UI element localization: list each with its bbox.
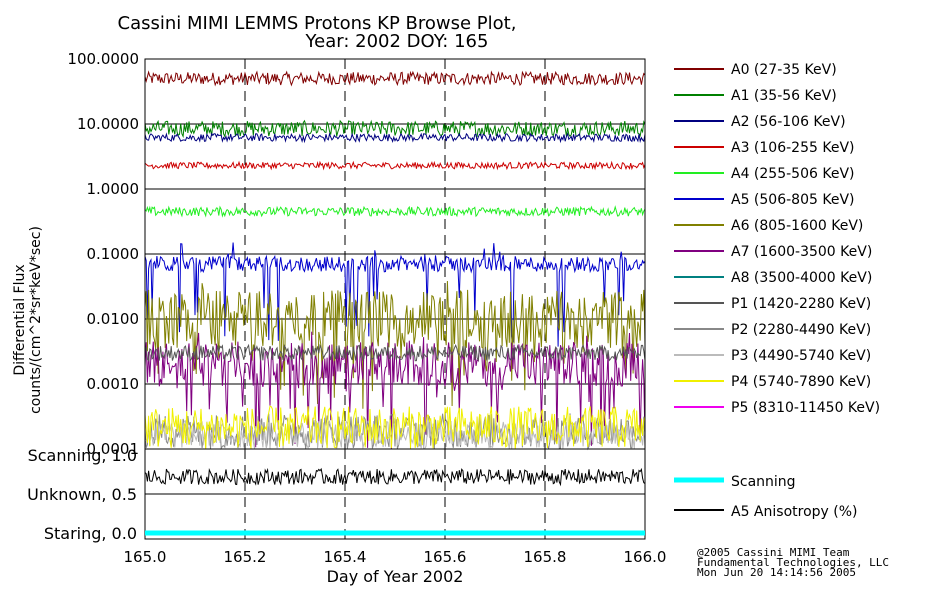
legend-label: A0 (27-35 KeV) [731, 62, 837, 78]
y-tick-label: 0.1000 [87, 245, 140, 263]
chart-title-line2: Year: 2002 DOY: 165 [305, 31, 489, 52]
legend-item: P1 (1420-2280 KeV) [674, 296, 871, 312]
legend-item: P3 (4490-5740 KeV) [674, 348, 871, 364]
legend-item: A1 (35-56 KeV) [674, 88, 837, 104]
legend-item: A7 (1600-3500 KeV) [674, 244, 872, 260]
series-line-a3 [144, 160, 646, 171]
legend-item: A8 (3500-4000 KeV) [674, 270, 872, 286]
series-line-p4 [144, 405, 646, 449]
series-line-p1 [144, 343, 646, 363]
y-tick-label: 1.0000 [87, 180, 140, 198]
legend-label: A3 (106-255 KeV) [731, 140, 854, 156]
legend-label: P2 (2280-4490 KeV) [731, 322, 871, 338]
legend-item: A5 Anisotropy (%) [674, 504, 858, 520]
y-tick-label: 0.0001 [87, 440, 140, 458]
status-panel: 165.0 165.2 165.4 165.6 165.8 166.0 Scanning, … [27, 446, 666, 566]
legend-item: P5 (8310-11450 KeV) [674, 400, 880, 416]
x-tick-label: 166.0 [624, 548, 667, 566]
legend-item: A2 (56-106 KeV) [674, 114, 846, 130]
series-line-a5 [144, 242, 646, 347]
legend-item: Scanning [674, 474, 796, 490]
status-y-tick-label: Unknown, 0.5 [27, 485, 137, 504]
series-line-a4 [144, 205, 646, 218]
series-line-a0 [144, 70, 646, 87]
x-tick-label: 165.8 [524, 548, 567, 566]
legend-label: P3 (4490-5740 KeV) [731, 348, 871, 364]
legend-label: P1 (1420-2280 KeV) [731, 296, 871, 312]
legend-flux: A0 (27-35 KeV) A1 (35-56 KeV) A2 (56-106 K… [674, 62, 880, 416]
legend-item: A5 (506-805 KeV) [674, 192, 854, 208]
legend-item: A3 (106-255 KeV) [674, 140, 854, 156]
chart-title-line1: Cassini MIMI LEMMS Protons KP Browse Plo… [118, 13, 517, 34]
legend-label: A5 (506-805 KeV) [731, 192, 854, 208]
legend-label: A1 (35-56 KeV) [731, 88, 837, 104]
series-line-a7 [144, 331, 646, 450]
footer-line3: Mon Jun 20 14:14:56 2005 [697, 566, 856, 579]
legend-label: Scanning [731, 474, 796, 490]
y-tick-label: 10.0000 [77, 115, 139, 133]
flux-panel: 100.0000 10.0000 1.0000 0.1000 0.0100 0.0010 0… [67, 50, 646, 458]
status-y-tick-label: Staring, 0.0 [44, 524, 137, 543]
legend-status: Scanning A5 Anisotropy (%) [674, 474, 858, 520]
legend-label: A8 (3500-4000 KeV) [731, 270, 872, 286]
footer: @2005 Cassini MIMI Team Fundamental Tech… [697, 546, 889, 579]
legend-label: A6 (805-1600 KeV) [731, 218, 863, 234]
x-tick-label: 165.2 [224, 548, 267, 566]
x-tick-label: 165.0 [124, 548, 167, 566]
y-axis-title: Differential Flux counts/(cm^2*sr*keV*se… [12, 226, 44, 414]
y-tick-label: 0.0010 [87, 375, 140, 393]
legend-item: P2 (2280-4490 KeV) [674, 322, 871, 338]
legend-item: A6 (805-1600 KeV) [674, 218, 863, 234]
y-axis-title-line2: counts/(cm^2*sr*keV*sec) [28, 226, 44, 414]
footer-line1: @2005 Cassini MIMI Team [697, 546, 850, 559]
series-line-a1 [144, 119, 646, 139]
y-tick-label: 100.0000 [67, 50, 139, 68]
y-axis-title-line1: Differential Flux [12, 264, 28, 375]
legend-item: P4 (5740-7890 KeV) [674, 374, 871, 390]
status-y-tick-label: Scanning, 1.0 [28, 446, 137, 465]
legend-label: A7 (1600-3500 KeV) [731, 244, 872, 260]
legend-label: A4 (255-506 KeV) [731, 166, 854, 182]
series-line-a2 [144, 132, 646, 144]
anisotropy-line [144, 467, 646, 487]
footer-line2: Fundamental Technologies, LLC [697, 556, 889, 569]
legend-label: P5 (8310-11450 KeV) [731, 400, 880, 416]
legend-item: A0 (27-35 KeV) [674, 62, 837, 78]
x-tick-label: 165.6 [424, 548, 467, 566]
series-line-a6 [144, 280, 646, 409]
legend-label: A2 (56-106 KeV) [731, 114, 846, 130]
x-tick-label: 165.4 [324, 548, 367, 566]
x-axis-title: Day of Year 2002 [327, 567, 464, 586]
y-tick-label: 0.0100 [87, 310, 140, 328]
legend-item: A4 (255-506 KeV) [674, 166, 854, 182]
legend-label: A5 Anisotropy (%) [731, 504, 858, 520]
legend-label: P4 (5740-7890 KeV) [731, 374, 871, 390]
